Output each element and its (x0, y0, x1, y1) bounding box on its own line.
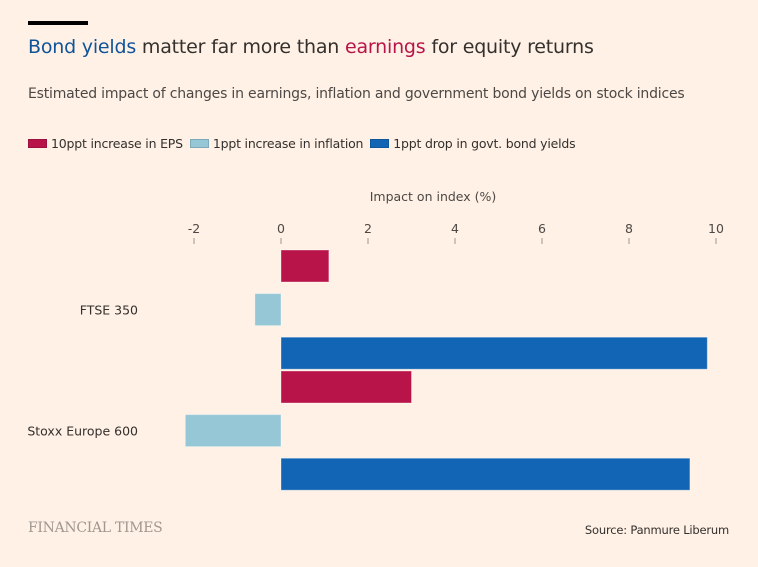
title-text: matter far more than (136, 36, 345, 58)
legend-swatch-eps (28, 139, 47, 148)
category-label: Stoxx Europe 600 (27, 424, 138, 439)
bar-stoxx-europe-600-series-0 (280, 370, 412, 404)
x-tick-label: 0 (277, 221, 285, 236)
bar-ftse-350-series-1 (254, 293, 282, 327)
x-tick-label: 8 (625, 221, 633, 236)
x-tick-label: 10 (708, 221, 724, 236)
title-highlight-bond-yields: Bond yields (28, 36, 137, 58)
bar-ftse-350-series-2 (280, 336, 708, 370)
legend-swatch-inflation (189, 139, 209, 148)
x-tick-label: 4 (451, 221, 459, 236)
legend-label-inflation: 1ppt increase in inflation (212, 136, 364, 151)
x-tick-label: 6 (538, 221, 546, 236)
header-accent-bar (28, 21, 88, 25)
x-tick-label: 2 (364, 221, 372, 236)
ft-logo: FINANCIAL TIMES (28, 520, 163, 536)
title-text-end: for equity returns (425, 36, 594, 58)
chart-legend: 10ppt increase in EPS 1ppt increase in i… (28, 136, 582, 151)
bar-stoxx-europe-600-series-1 (184, 414, 282, 448)
chart-subtitle: Estimated impact of changes in earnings,… (28, 86, 685, 102)
bar-ftse-350-series-0 (280, 249, 330, 283)
legend-swatch-bond (370, 139, 390, 148)
title-highlight-earnings: earnings (344, 36, 426, 58)
category-labels: FTSE 350 Stoxx Europe 600 (27, 303, 138, 439)
x-axis-ticks: -2 0 2 4 6 8 10 (188, 221, 724, 244)
chart-title: Bond yields matter far more than earning… (28, 36, 594, 58)
category-label: FTSE 350 (80, 303, 138, 318)
legend-label-bond: 1ppt drop in govt. bond yields (393, 136, 576, 151)
source-note: Source: Panmure Liberum (584, 523, 729, 537)
x-axis-label: Impact on index (%) (370, 189, 497, 204)
bars (184, 249, 708, 491)
legend-item-eps: 10ppt increase in EPS (28, 136, 183, 151)
bar-stoxx-europe-600-series-2 (280, 457, 691, 491)
x-tick-label: -2 (188, 221, 200, 236)
legend-label-eps: 10ppt increase in EPS (51, 136, 183, 151)
legend-item-inflation: 1ppt increase in inflation (189, 136, 364, 151)
legend-item-bond: 1ppt drop in govt. bond yields (370, 136, 576, 151)
